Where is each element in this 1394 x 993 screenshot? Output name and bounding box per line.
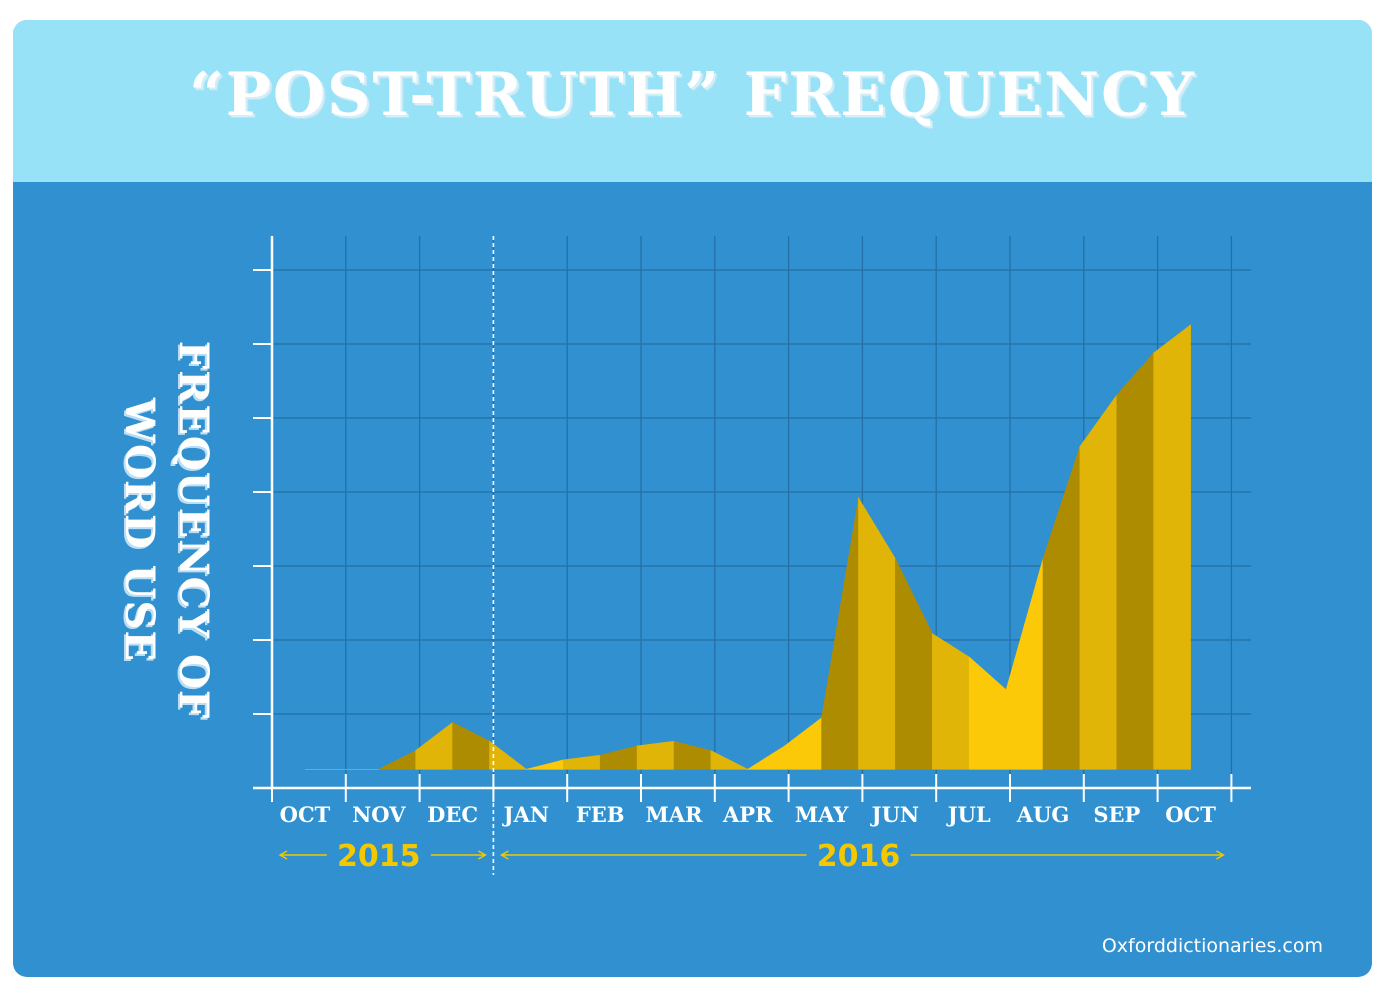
year-groups: 2015 2016 [278, 839, 1225, 874]
area-segment [1116, 352, 1154, 770]
area-segment [1153, 324, 1191, 770]
x-tick-label: DEC [427, 802, 478, 827]
chart-card: “POST-TRUTH” FREQUENCY OCT NOV DEC JAN FEB MA… [13, 20, 1372, 977]
area-segment [821, 497, 859, 770]
area-segment [1079, 394, 1118, 770]
area-segment [784, 717, 822, 770]
x-tick-label: MAR [646, 802, 704, 827]
area-segment [673, 740, 712, 770]
area-segment [636, 740, 675, 770]
arrow-right-icon [1216, 850, 1225, 860]
x-tick-label: JAN [502, 802, 549, 827]
area-segment [895, 558, 933, 770]
year-label: 2015 [337, 839, 421, 874]
arrow-left-icon [499, 850, 509, 860]
area-segment [526, 759, 564, 770]
x-tick-label: SEP [1093, 802, 1140, 827]
area-segment [378, 750, 417, 770]
year-label: 2016 [817, 839, 901, 874]
x-tick-label: OCT [1165, 802, 1216, 827]
area-segment [1005, 558, 1044, 770]
area-segment [858, 496, 896, 770]
area-segment [931, 633, 970, 770]
area-segment [746, 745, 786, 770]
x-tick-label: JUL [946, 802, 991, 827]
y-axis-label: FREQUENCY OF WORD USE [116, 340, 217, 720]
x-tick-label: JUN [870, 802, 919, 827]
x-tick-labels: OCT NOV DEC JAN FEB MAR APR MAY JUN JUL AUG SEP OCT [280, 802, 1217, 827]
area-segment [968, 656, 1007, 770]
x-tick-label: AUG [1016, 802, 1070, 827]
axes [253, 236, 1251, 875]
arrow-right-icon [478, 850, 487, 860]
chart-area: OCT NOV DEC JAN FEB MAR APR MAY JUN JUL AUG SEP OCT … [253, 236, 1251, 875]
x-tick-label: APR [722, 802, 773, 827]
x-tick-label: OCT [280, 802, 331, 827]
title-banner: “POST-TRUTH” FREQUENCY [13, 20, 1372, 182]
chart-title: “POST-TRUTH” FREQUENCY [189, 60, 1196, 130]
area-segment [489, 740, 528, 770]
area-series [305, 324, 1191, 770]
area-segment [1042, 446, 1081, 770]
x-tick-label: FEB [576, 802, 625, 827]
area-segment [562, 754, 601, 770]
arrow-left-icon [278, 850, 288, 860]
source-credit: Oxforddictionaries.com [1101, 935, 1323, 957]
y-axis-label-box: FREQUENCY OF WORD USE [101, 310, 231, 750]
area-segment [452, 722, 490, 770]
area-segment [415, 721, 453, 770]
area-segment [710, 750, 748, 770]
x-tick-label: MAY [795, 802, 849, 827]
area-segment [599, 745, 638, 770]
x-tick-label: NOV [352, 802, 406, 827]
